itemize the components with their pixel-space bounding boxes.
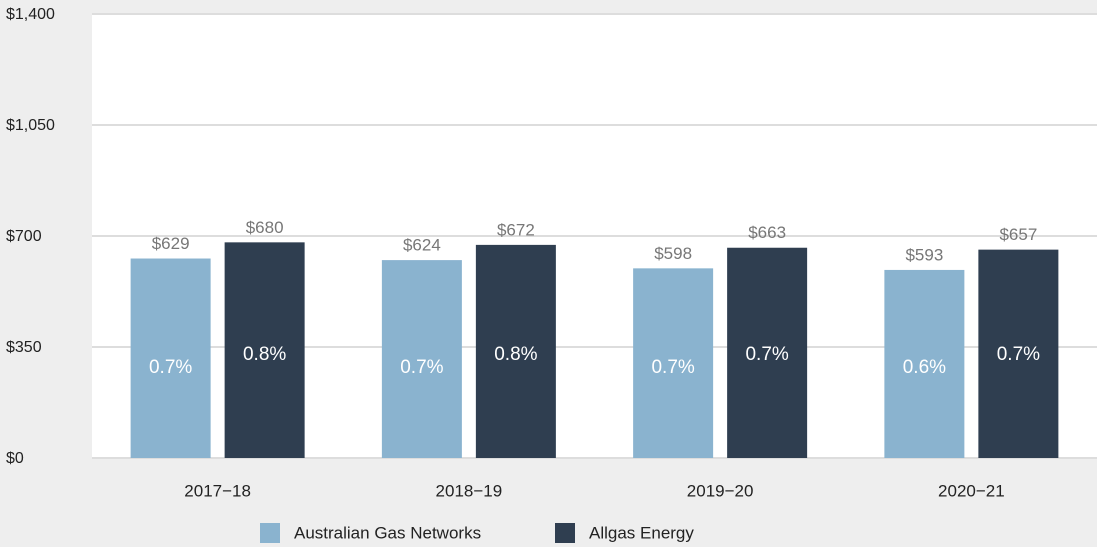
bar	[475, 244, 556, 458]
legend-label: Allgas Energy	[589, 523, 694, 542]
y-tick-label: $0	[6, 450, 24, 467]
y-tick-label: $700	[6, 228, 42, 245]
value-label: $663	[748, 223, 786, 242]
bar	[633, 268, 714, 458]
share-label: 0.7%	[745, 344, 788, 365]
share-label: 0.7%	[149, 357, 192, 378]
value-label: $680	[246, 218, 284, 237]
value-label: $624	[403, 236, 441, 255]
x-tick-label: 2019−20	[687, 481, 754, 500]
share-label: 0.6%	[903, 357, 946, 378]
value-label: $629	[152, 234, 190, 253]
value-label: $598	[654, 244, 692, 263]
x-tick-label: 2020−21	[938, 481, 1005, 500]
value-label: $593	[905, 245, 943, 264]
x-tick-label: 2018−19	[436, 481, 503, 500]
share-label: 0.7%	[651, 357, 694, 378]
y-tick-label: $350	[6, 339, 42, 356]
x-tick-label: 2017−18	[184, 481, 251, 500]
bar	[224, 242, 305, 458]
legend-label: Australian Gas Networks	[294, 523, 481, 542]
value-label: $672	[497, 220, 535, 239]
share-label: 0.7%	[997, 344, 1040, 365]
share-label: 0.7%	[400, 357, 443, 378]
bar	[727, 247, 808, 458]
y-tick-label: $1,400	[6, 6, 55, 23]
bar	[381, 260, 462, 458]
bar	[978, 249, 1059, 458]
share-label: 0.8%	[494, 344, 537, 365]
legend-swatch	[555, 523, 575, 543]
bar	[884, 269, 965, 458]
y-tick-label: $1,050	[6, 117, 55, 134]
value-label: $657	[999, 225, 1037, 244]
bar	[130, 258, 211, 458]
share-label: 0.8%	[243, 344, 286, 365]
legend-swatch	[260, 523, 280, 543]
